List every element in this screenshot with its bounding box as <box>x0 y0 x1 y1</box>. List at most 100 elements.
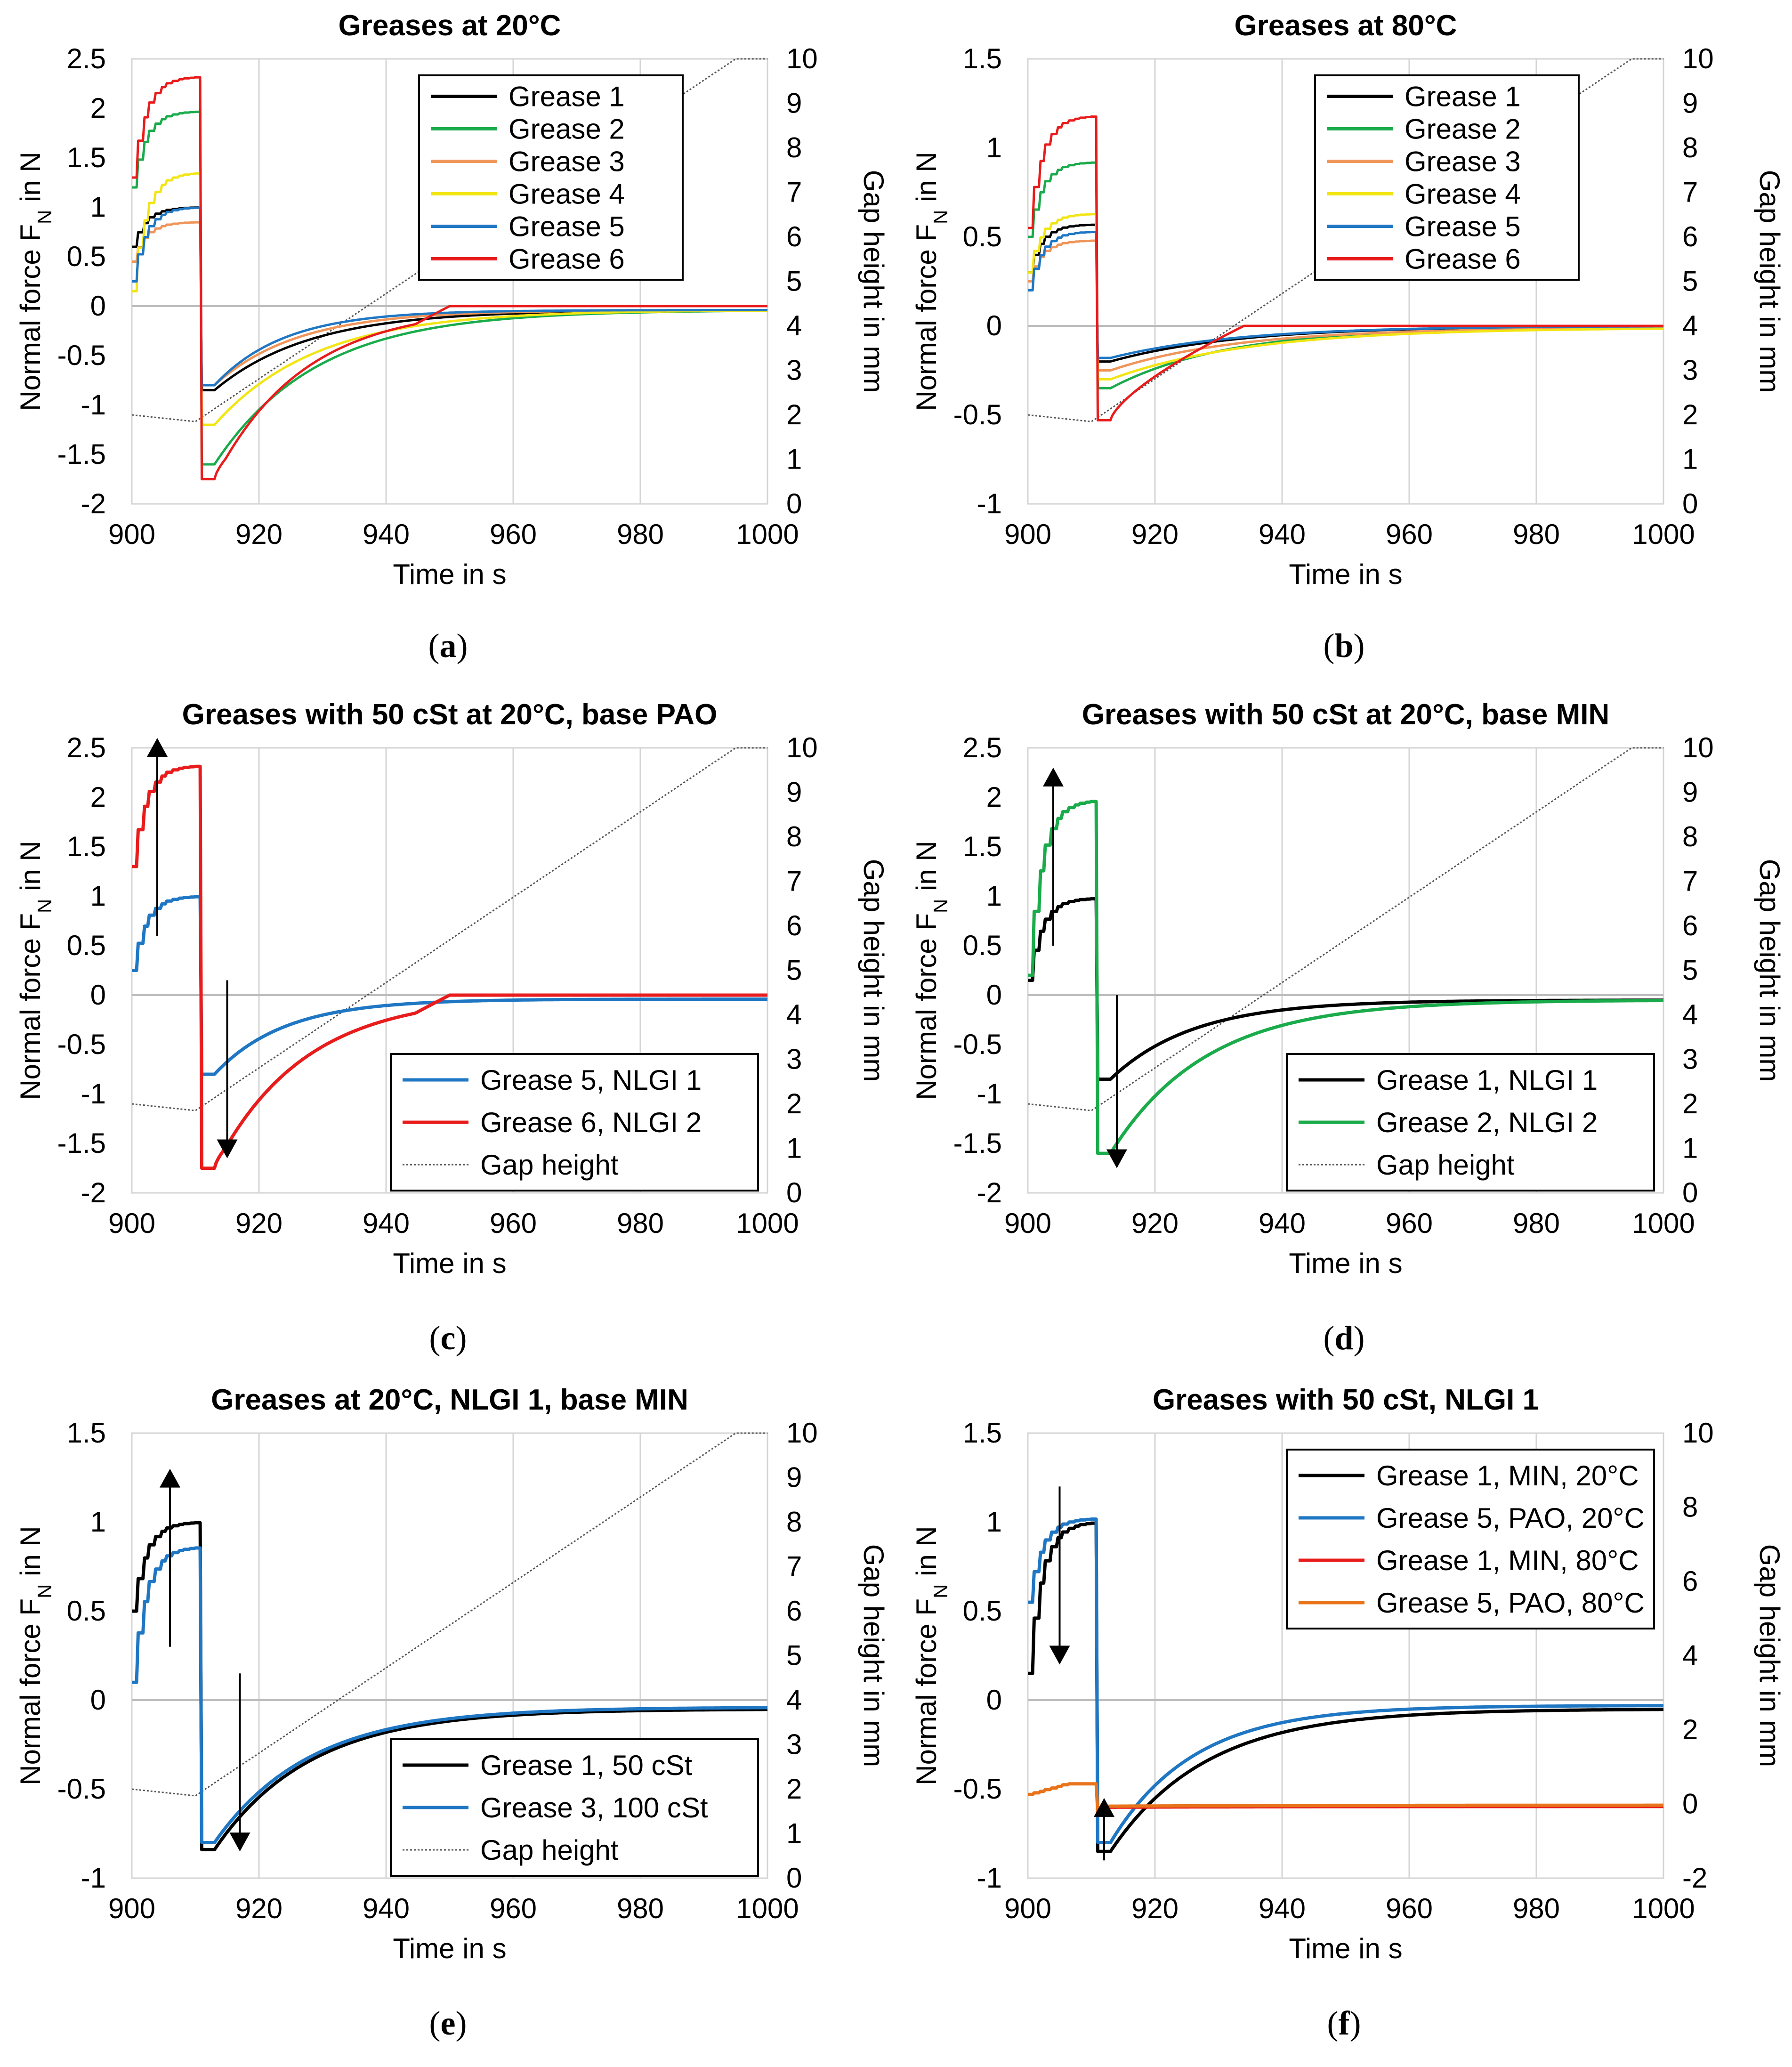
y2-axis-label: Gap height in mm <box>858 859 889 1082</box>
y2-tick-label: 0 <box>1682 1788 1698 1820</box>
gap-height-line <box>131 1432 767 1797</box>
y-tick-label: 1.5 <box>963 831 1002 862</box>
y2-tick-label: 1 <box>786 1133 802 1164</box>
x-tick-label: 940 <box>1259 1208 1306 1239</box>
x-tick-label: 1000 <box>1632 1893 1695 1924</box>
y2-tick-label: 2 <box>786 1773 802 1805</box>
plot-area <box>131 1432 768 1879</box>
chart-panel-f: Greases with 50 cSt, NLGI 1 900 920 940 960 9… <box>896 1374 1792 2043</box>
y2-tick-label: 6 <box>786 910 802 941</box>
chart-f: Greases with 50 cSt, NLGI 1 900 920 940 960 9… <box>911 1384 1785 1964</box>
y-tick-label: -1.5 <box>57 438 106 470</box>
y2-tick-label: 1 <box>786 1818 802 1849</box>
y2-tick-label: 8 <box>1682 132 1698 163</box>
chart-panel-b: Greases at 80°C 900 920 940 960 980 1000 -1 -0.5… <box>896 0 1792 669</box>
series-line-1 <box>1027 1521 1664 1853</box>
x-tick-label: 940 <box>363 1893 410 1924</box>
legend-label: Grease 1, NLGI 1 <box>1376 1064 1598 1096</box>
legend-label: Grease 3 <box>509 146 625 178</box>
y2-tick-label: 6 <box>786 221 802 252</box>
y-axis-label: Normal force FN in N <box>15 1526 56 1785</box>
annotation-arrow-head <box>1106 1149 1127 1168</box>
y-tick-label: 1.5 <box>963 1417 1002 1449</box>
y-tick-label: 1 <box>986 132 1002 163</box>
y-tick-label: 0 <box>986 1684 1002 1716</box>
plot-area <box>1027 747 1664 1194</box>
legend-label: Grease 5, NLGI 1 <box>480 1064 702 1096</box>
y2-tick-label: 0 <box>786 1862 802 1894</box>
legend <box>418 74 684 281</box>
y2-tick-label: 3 <box>1682 1044 1698 1075</box>
x-axis-label: Time in s <box>1289 559 1402 590</box>
y2-tick-label: 4 <box>786 310 802 341</box>
x-axis-label: Time in s <box>393 1248 506 1279</box>
y-axis-label: Normal force FN in N <box>911 841 952 1100</box>
y2-tick-label: 2 <box>1682 1714 1698 1745</box>
y-tick-label: 1.5 <box>67 831 106 862</box>
x-tick-label: 960 <box>1386 1893 1433 1924</box>
y2-tick-label: 3 <box>786 1729 802 1760</box>
gap-height-line <box>1027 747 1663 1111</box>
y2-tick-label: 1 <box>786 444 802 475</box>
series-line-6 <box>1028 115 1663 422</box>
legend-label: Grease 2 <box>1405 113 1521 145</box>
legend-label: Grease 2, NLGI 2 <box>1376 1107 1598 1138</box>
chart-panel-d: Greases with 50 cSt at 20°C, base MIN 900… <box>896 689 1792 1358</box>
y-tick-label: -0.5 <box>953 1773 1002 1805</box>
chart-panel-c: Greases with 50 cSt at 20°C, base PAO 900… <box>0 689 896 1358</box>
legend-label: Gap height <box>480 1834 619 1866</box>
annotation-arrow-head <box>217 1139 238 1159</box>
y-tick-label: -0.5 <box>953 1029 1002 1060</box>
y-tick-label: -1.5 <box>953 1127 1002 1159</box>
chart-panel-e: Greases at 20°C, NLGI 1, base MIN 900 920 9… <box>0 1374 896 2043</box>
legend-label: Grease 1 <box>1405 81 1521 113</box>
y-tick-label: 2 <box>986 781 1002 813</box>
legend-label: Grease 4 <box>1405 178 1521 210</box>
legend-label: Grease 6, NLGI 2 <box>480 1107 702 1138</box>
y-tick-label: 0 <box>90 290 106 322</box>
x-tick-label: 960 <box>490 1208 537 1239</box>
y2-tick-label: 10 <box>786 43 818 74</box>
y2-tick-label: 5 <box>786 955 802 986</box>
chart-d: Greases with 50 cSt at 20°C, base MIN900… <box>911 698 1785 1279</box>
y-tick-label: 0.5 <box>963 1595 1002 1627</box>
x-tick-label: 900 <box>108 1893 155 1924</box>
series-line-5 <box>132 206 767 387</box>
y2-tick-label: 1 <box>1682 1133 1698 1164</box>
series-line-2 <box>131 764 768 1170</box>
x-tick-label: 900 <box>108 1208 155 1239</box>
y-tick-label: 0 <box>90 1684 106 1716</box>
y2-tick-label: 10 <box>1682 732 1714 763</box>
y2-tick-label: 6 <box>1682 910 1698 941</box>
x-tick-label: 940 <box>363 519 410 550</box>
y-tick-label: -1.5 <box>57 1127 106 1159</box>
y2-tick-label: 9 <box>786 1462 802 1493</box>
y2-tick-label: 5 <box>1682 266 1698 297</box>
x-tick-label: 920 <box>1131 519 1179 550</box>
y-axis-label: Normal force FN in N <box>911 152 952 411</box>
y2-tick-label: 3 <box>786 355 802 386</box>
series-line-4 <box>132 172 767 426</box>
annotation-arrow-head <box>160 1468 180 1488</box>
legend <box>1314 74 1580 281</box>
y2-tick-label: 4 <box>1682 999 1698 1030</box>
y-tick-label: -2 <box>81 1177 106 1208</box>
chart-title: Greases at 20°C <box>339 9 561 42</box>
legend-label: Grease 1, MIN, 20°C <box>1376 1460 1639 1491</box>
y-tick-label: 0.5 <box>67 1595 106 1627</box>
legend-label: Grease 3, 100 cSt <box>480 1792 708 1824</box>
series-line-1 <box>131 1521 768 1851</box>
y2-tick-label: 10 <box>786 1417 818 1449</box>
y2-tick-label: 7 <box>1682 866 1698 897</box>
x-axis-label: Time in s <box>1289 1933 1402 1964</box>
y-tick-label: 1 <box>90 880 106 912</box>
plot-area <box>1027 1432 1664 1879</box>
y-tick-label: -1 <box>977 1862 1002 1894</box>
y2-tick-label: 0 <box>786 488 802 519</box>
chart-title: Greases at 80°C <box>1235 9 1457 42</box>
annotation-arrow-head <box>229 1832 250 1852</box>
y-tick-label: 0.5 <box>67 241 106 272</box>
y-tick-label: -0.5 <box>57 1773 106 1805</box>
y-tick-label: 0.5 <box>963 221 1002 252</box>
